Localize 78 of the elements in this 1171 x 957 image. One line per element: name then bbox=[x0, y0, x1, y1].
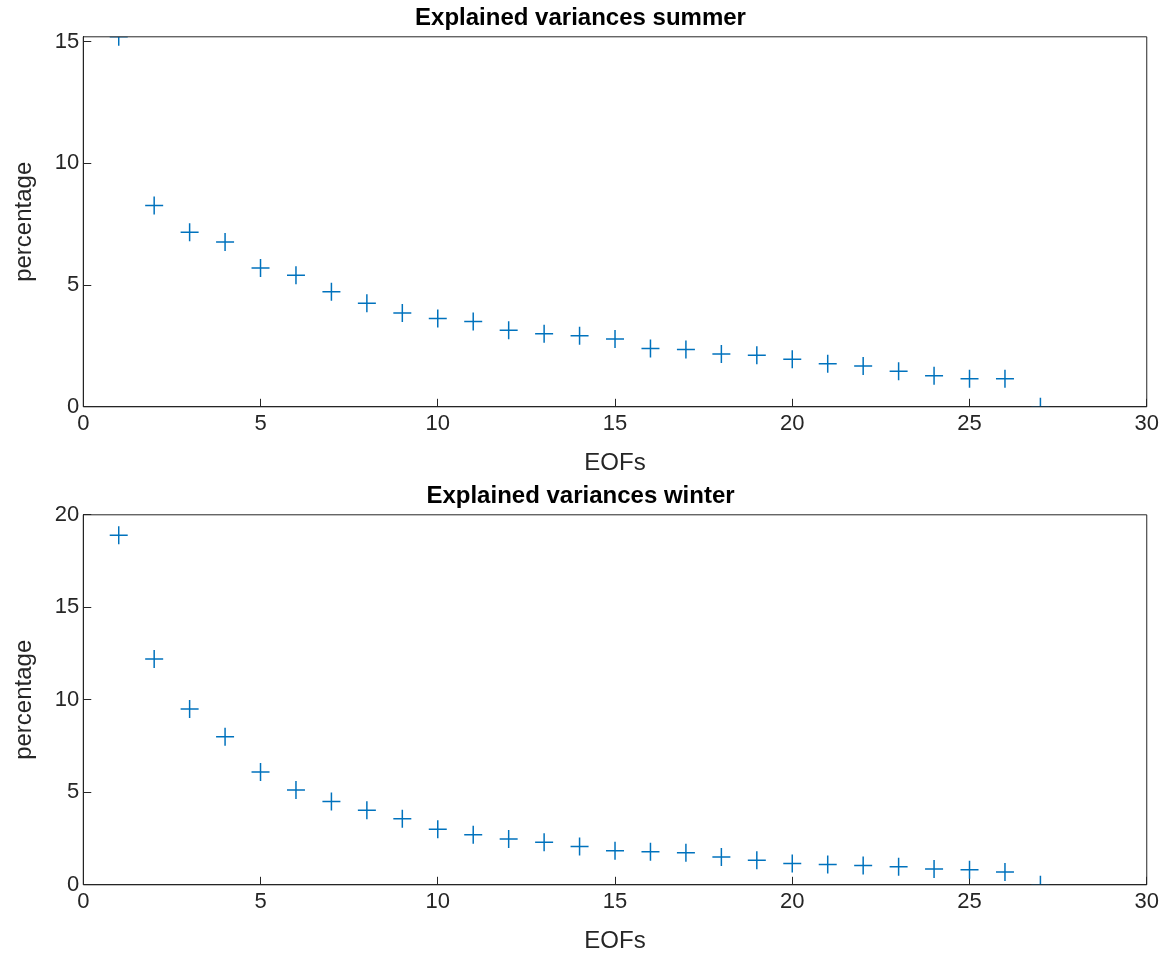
x-tick-label: 5 bbox=[254, 888, 267, 914]
point bbox=[640, 841, 661, 862]
x-tick-label: 30 bbox=[1134, 888, 1160, 914]
point bbox=[179, 699, 200, 719]
x-tick-label: 15 bbox=[602, 888, 628, 914]
point bbox=[534, 324, 554, 344]
y-tick-label: 15 bbox=[54, 27, 80, 53]
point bbox=[817, 353, 838, 374]
point bbox=[782, 853, 803, 874]
point bbox=[321, 791, 342, 812]
y-tick-label: 0 bbox=[67, 870, 80, 896]
point bbox=[605, 841, 625, 861]
point bbox=[782, 349, 803, 370]
x-tick-label: 10 bbox=[425, 410, 451, 436]
point bbox=[853, 855, 873, 876]
x-tick-label: 25 bbox=[957, 888, 982, 914]
y-tick-label: 10 bbox=[54, 685, 80, 711]
x-tick-label: 10 bbox=[425, 888, 451, 914]
point bbox=[144, 649, 164, 669]
point bbox=[534, 832, 554, 852]
point bbox=[286, 265, 306, 286]
y-tick-label: 5 bbox=[67, 778, 80, 804]
chart-title: Explained variances summer bbox=[415, 3, 746, 31]
x-tick-label: 15 bbox=[602, 410, 628, 436]
point bbox=[995, 369, 1015, 389]
point bbox=[888, 361, 909, 382]
point bbox=[498, 829, 519, 849]
point bbox=[888, 856, 909, 877]
point bbox=[747, 345, 767, 365]
point bbox=[392, 303, 413, 323]
x-tick-label: 20 bbox=[780, 410, 805, 436]
y-tick-label: 5 bbox=[67, 271, 80, 297]
point bbox=[215, 232, 235, 252]
point bbox=[108, 525, 129, 545]
point bbox=[959, 369, 980, 389]
x-axis-title: EOFs bbox=[584, 926, 646, 954]
y-axis-title: percentage bbox=[9, 161, 37, 282]
chart-title: Explained variances winter bbox=[426, 481, 735, 509]
point bbox=[711, 344, 732, 364]
point bbox=[357, 800, 377, 820]
x-axis-title: EOFs bbox=[584, 448, 646, 476]
point bbox=[286, 780, 306, 800]
point bbox=[924, 859, 944, 879]
point bbox=[463, 311, 483, 332]
x-tick-label: 25 bbox=[957, 410, 982, 436]
x-tick-label: 30 bbox=[1134, 410, 1160, 436]
point bbox=[392, 809, 413, 829]
point bbox=[250, 762, 271, 782]
point bbox=[144, 195, 164, 216]
y-axis-title: percentage bbox=[9, 639, 37, 760]
point bbox=[428, 308, 448, 329]
point bbox=[711, 847, 732, 867]
point bbox=[428, 819, 448, 840]
point bbox=[995, 862, 1015, 882]
point bbox=[215, 727, 235, 747]
point bbox=[357, 293, 377, 314]
point bbox=[569, 836, 590, 857]
point bbox=[498, 320, 519, 341]
x-tick-label: 20 bbox=[780, 888, 805, 914]
point bbox=[321, 281, 342, 302]
point bbox=[463, 825, 483, 845]
y-tick-label: 0 bbox=[67, 392, 80, 418]
point bbox=[179, 222, 200, 243]
point bbox=[569, 325, 590, 346]
point bbox=[747, 850, 767, 870]
point bbox=[853, 356, 873, 376]
point bbox=[676, 339, 696, 360]
x-tick-label: 5 bbox=[254, 410, 267, 436]
y-tick-label: 10 bbox=[54, 149, 80, 175]
point bbox=[817, 854, 838, 875]
point bbox=[959, 860, 980, 880]
point bbox=[250, 258, 271, 278]
y-tick-label: 15 bbox=[54, 593, 80, 619]
point bbox=[605, 329, 625, 349]
point bbox=[676, 843, 696, 863]
y-tick-label: 20 bbox=[54, 500, 80, 526]
point bbox=[640, 338, 661, 359]
point bbox=[924, 365, 944, 386]
